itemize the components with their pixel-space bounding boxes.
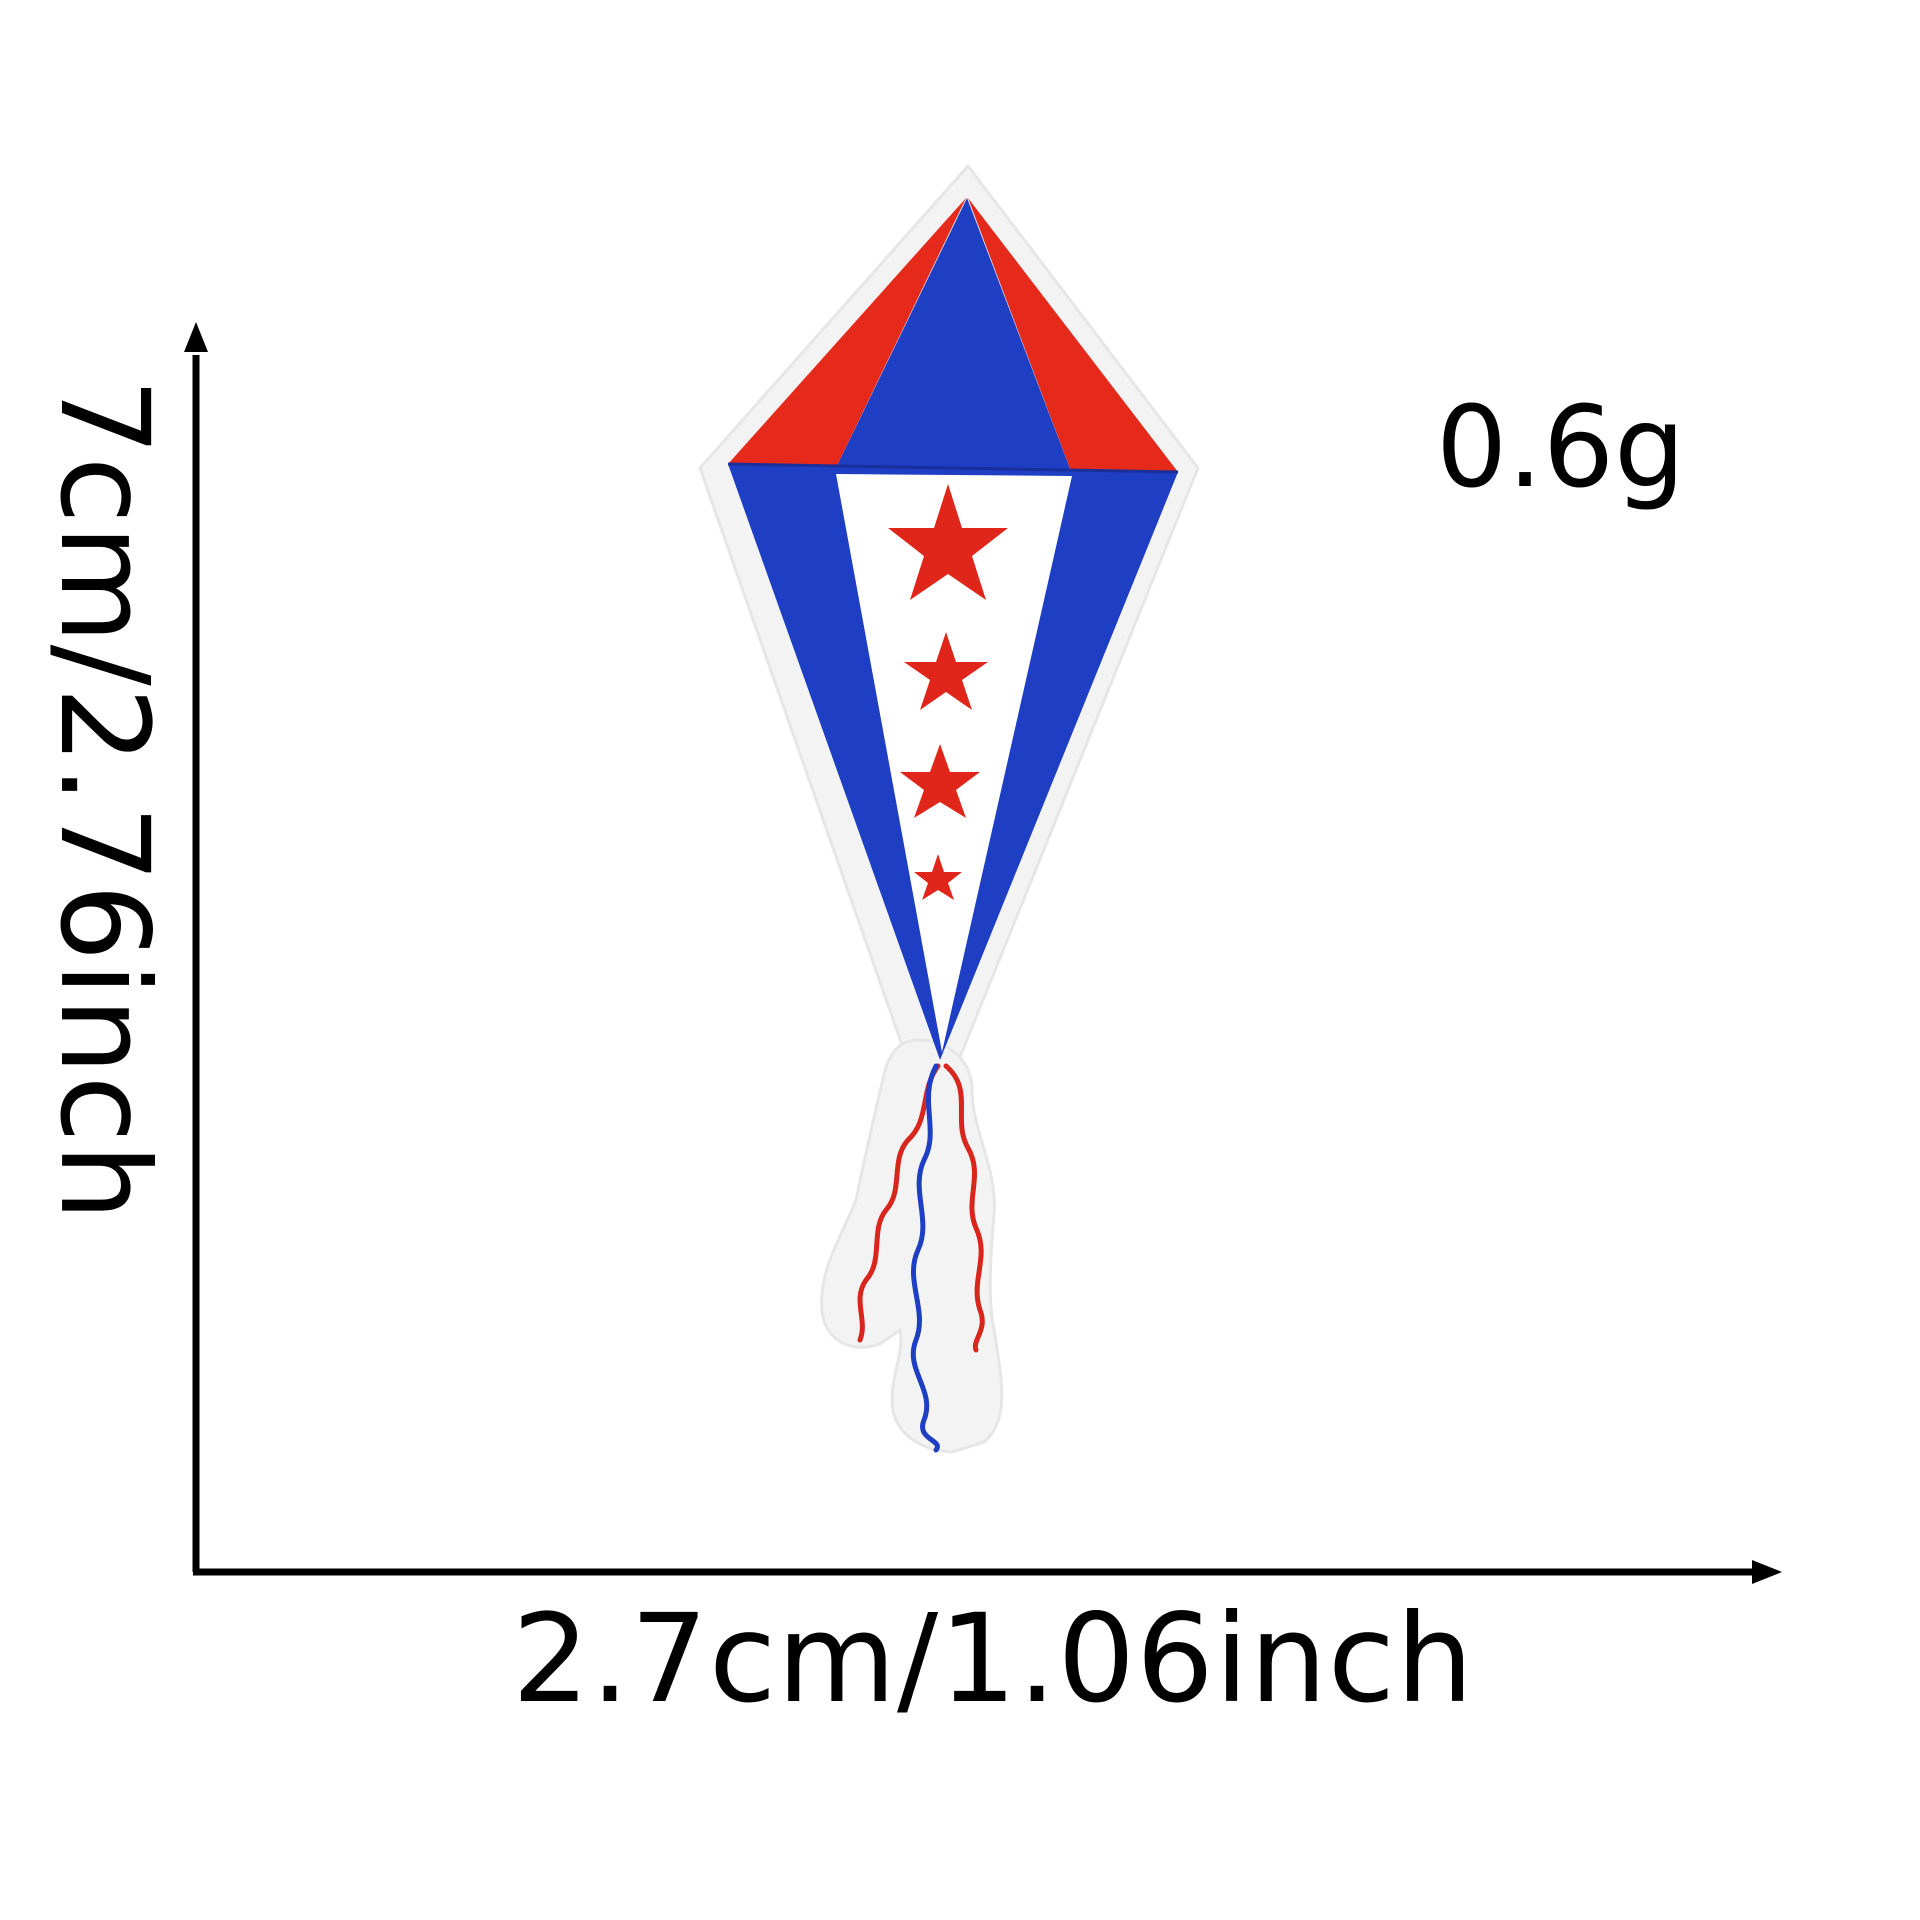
right-arrow-icon (1752, 1560, 1782, 1584)
kite-white-center-panel (836, 474, 1072, 1052)
dimension-axes (184, 322, 1782, 1584)
kite-blue-top-panel (834, 198, 1072, 474)
tail-ribbon-red-right (943, 1063, 985, 1353)
height-dimension-label: 7cm/2.76inch (33, 378, 175, 1222)
kite-red-left-panel (728, 198, 966, 472)
star-icon (914, 854, 962, 900)
up-arrow-icon (184, 322, 208, 352)
tail-ribbon-red-left (857, 1063, 941, 1343)
kite-tail (857, 1063, 985, 1453)
tail-ribbon-blue (910, 1063, 940, 1453)
kite-red-right-panel (968, 198, 1178, 474)
width-dimension-label: 2.7cm/1.06inch (512, 1588, 1475, 1730)
star-icon (904, 632, 988, 710)
star-icon (900, 744, 980, 818)
kite-crossbar (727, 462, 1179, 474)
kite-patch (698, 164, 1200, 1454)
kite-stars (888, 484, 1008, 900)
weight-label: 0.6g (1436, 383, 1686, 513)
star-icon (888, 484, 1008, 600)
